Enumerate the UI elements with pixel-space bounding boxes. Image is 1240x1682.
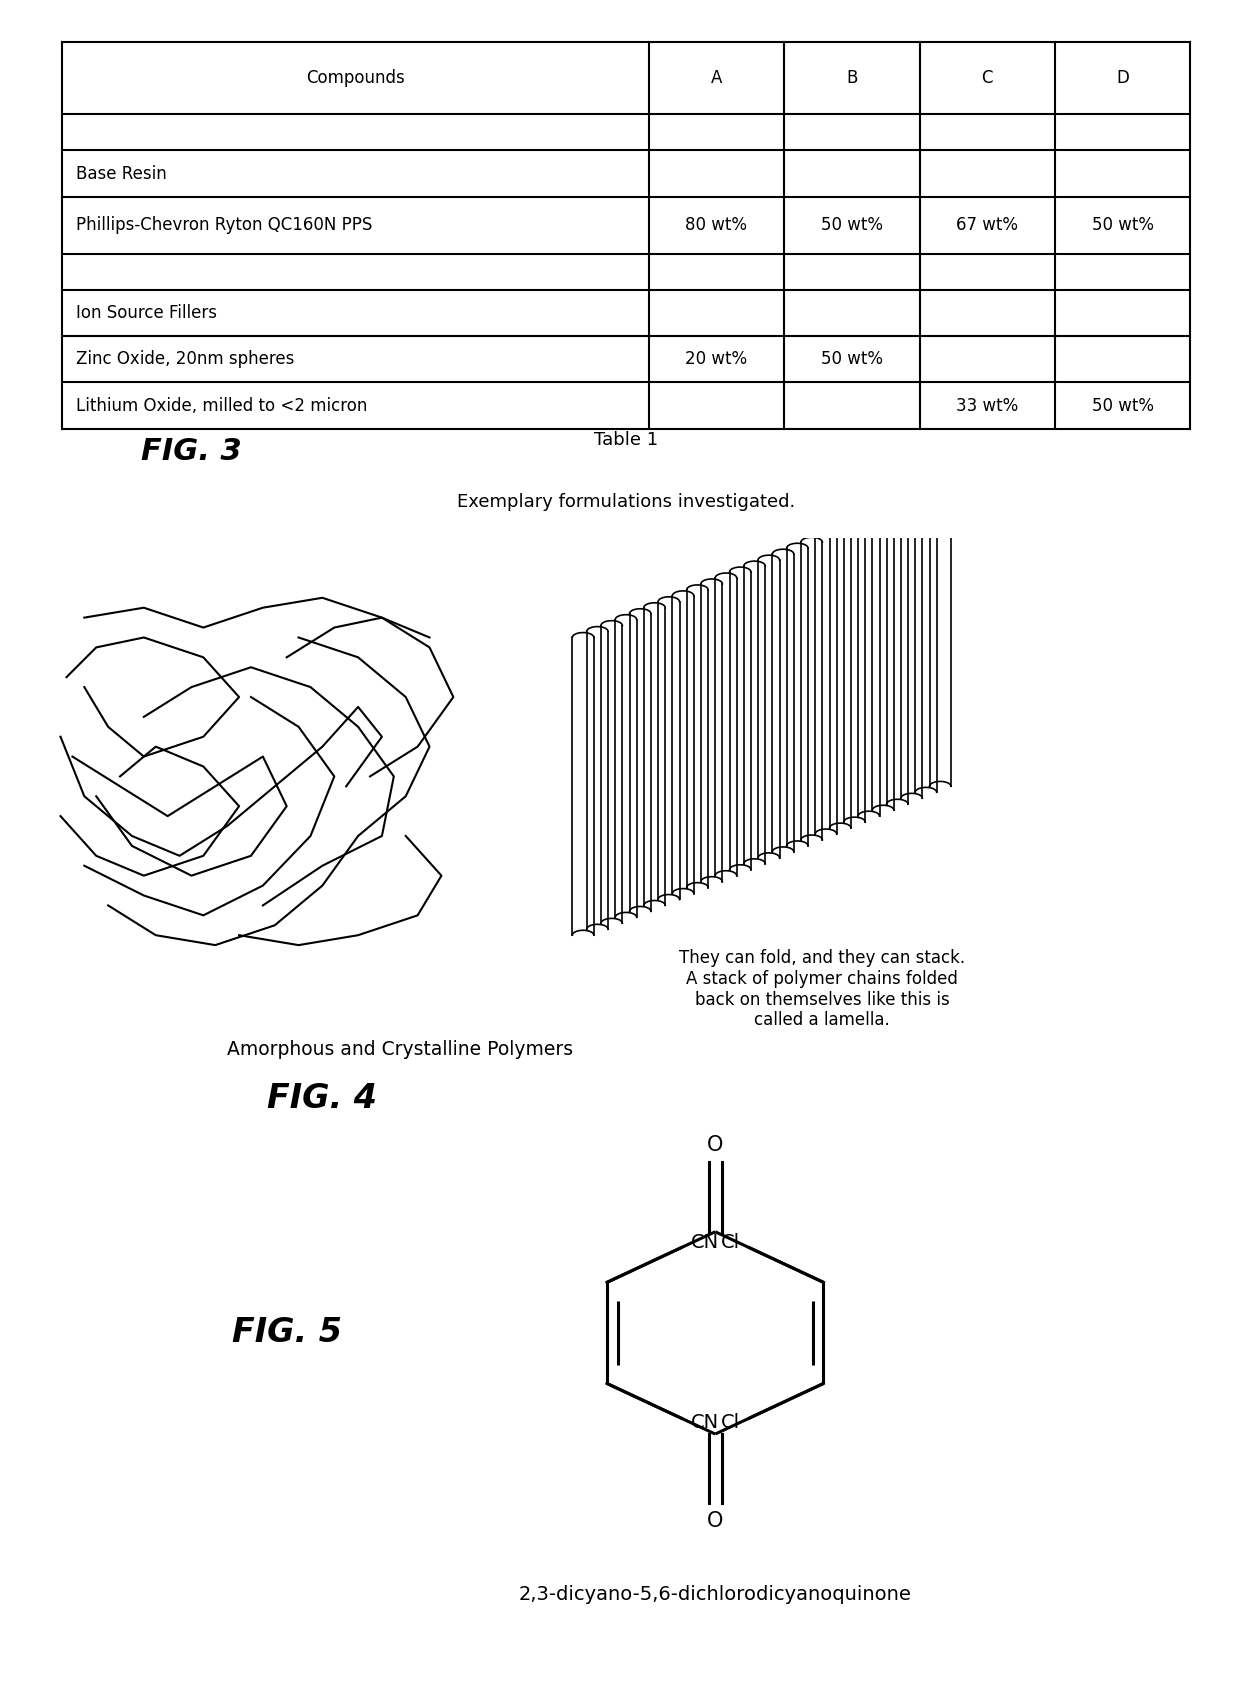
Text: Exemplary formulations investigated.: Exemplary formulations investigated. xyxy=(458,493,795,511)
Text: 20 wt%: 20 wt% xyxy=(686,350,748,368)
Text: Ion Source Fillers: Ion Source Fillers xyxy=(76,304,217,321)
Text: 50 wt%: 50 wt% xyxy=(821,217,883,234)
Text: D: D xyxy=(1116,69,1130,87)
Text: CN: CN xyxy=(691,1413,719,1433)
Text: 50 wt%: 50 wt% xyxy=(1091,217,1153,234)
Text: Cl: Cl xyxy=(720,1413,740,1433)
Text: 33 wt%: 33 wt% xyxy=(956,397,1018,415)
Text: 2,3-dicyano-5,6-dichlorodicyanoquinone: 2,3-dicyano-5,6-dichlorodicyanoquinone xyxy=(518,1586,911,1605)
Text: O: O xyxy=(707,1510,723,1531)
Text: CN: CN xyxy=(691,1233,719,1253)
Text: C: C xyxy=(982,69,993,87)
Text: Table 1: Table 1 xyxy=(594,431,658,449)
Text: Cl: Cl xyxy=(720,1233,740,1253)
Text: Amorphous and Crystalline Polymers: Amorphous and Crystalline Polymers xyxy=(227,1039,573,1060)
Text: Zinc Oxide, 20nm spheres: Zinc Oxide, 20nm spheres xyxy=(76,350,294,368)
Text: 50 wt%: 50 wt% xyxy=(1091,397,1153,415)
Text: Phillips-Chevron Ryton QC160N PPS: Phillips-Chevron Ryton QC160N PPS xyxy=(76,217,372,234)
Text: 67 wt%: 67 wt% xyxy=(956,217,1018,234)
Text: FIG. 3: FIG. 3 xyxy=(141,437,242,466)
Text: 80 wt%: 80 wt% xyxy=(686,217,748,234)
Text: Compounds: Compounds xyxy=(306,69,404,87)
Text: Lithium Oxide, milled to <2 micron: Lithium Oxide, milled to <2 micron xyxy=(76,397,367,415)
Text: B: B xyxy=(846,69,858,87)
Text: A: A xyxy=(711,69,722,87)
Text: 50 wt%: 50 wt% xyxy=(821,350,883,368)
Text: Base Resin: Base Resin xyxy=(76,165,166,183)
Text: They can fold, and they can stack.
A stack of polymer chains folded
back on them: They can fold, and they can stack. A sta… xyxy=(680,949,966,1029)
Text: FIG. 4: FIG. 4 xyxy=(268,1082,377,1115)
Text: FIG. 5: FIG. 5 xyxy=(232,1317,342,1349)
Text: O: O xyxy=(707,1135,723,1154)
